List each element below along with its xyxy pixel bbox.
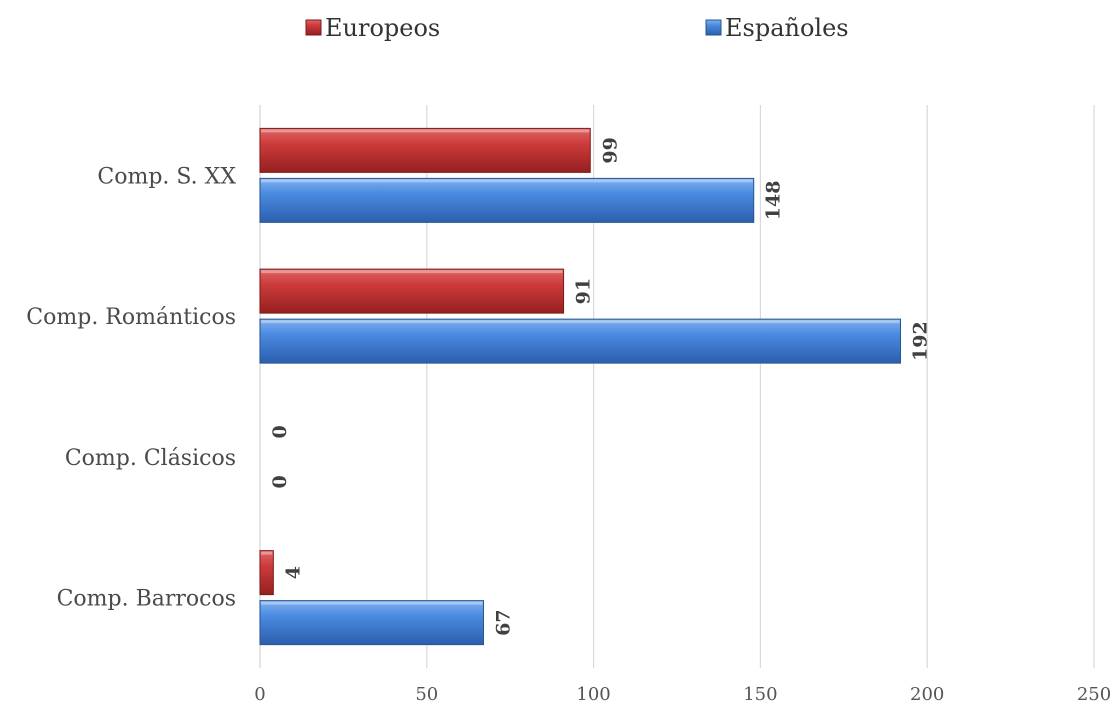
x-tick-label-250: 250: [1077, 684, 1111, 705]
data-label-europeos-comp-barrocos: 4: [282, 566, 304, 579]
x-tick-label-50: 50: [415, 684, 438, 705]
category-label-comp-s-xx: Comp. S. XX: [97, 164, 236, 189]
bar-highlight-espanoles-comp-romanticos: [261, 320, 900, 324]
x-tick-label-150: 150: [743, 684, 777, 705]
bar-highlight-europeos-comp-barrocos: [261, 551, 273, 555]
data-label-europeos-comp-romanticos: 91: [573, 278, 595, 304]
bar-highlight-espanoles-comp-barrocos: [261, 601, 483, 605]
legend-swatch-espanoles: [705, 19, 722, 36]
data-label-espanoles-comp-clasicos: 0: [269, 475, 291, 488]
bar-europeos-comp-barrocos[interactable]: [259, 550, 274, 596]
data-label-europeos-comp-s-xx: 99: [599, 137, 621, 163]
x-tick-label-0: 0: [254, 684, 265, 705]
bar-espanoles-comp-s-xx[interactable]: [259, 177, 755, 223]
bar-europeos-comp-s-xx[interactable]: [259, 127, 591, 173]
data-label-espanoles-comp-barrocos: 67: [493, 609, 515, 635]
category-label-comp-barrocos: Comp. Barrocos: [57, 587, 236, 612]
data-label-europeos-comp-clasicos: 0: [269, 425, 291, 438]
category-label-comp-clasicos: Comp. Clásicos: [65, 446, 236, 471]
bar-espanoles-comp-barrocos[interactable]: [259, 600, 485, 646]
data-label-espanoles-comp-romanticos: 192: [910, 321, 932, 361]
legend-swatch-europeos: [305, 19, 322, 36]
category-label-comp-romanticos: Comp. Románticos: [26, 305, 236, 330]
bars: [259, 127, 902, 646]
legend-label-europeos: Europeos: [325, 14, 440, 42]
x-tick-label-200: 200: [910, 684, 944, 705]
legend-label-espanoles: Españoles: [725, 14, 849, 42]
bar-espanoles-comp-romanticos[interactable]: [259, 318, 902, 364]
bar-highlight-europeos-comp-s-xx: [261, 129, 590, 133]
bar-europeos-comp-romanticos[interactable]: [259, 268, 565, 314]
bar-highlight-europeos-comp-romanticos: [261, 270, 563, 274]
labels: 0 50 100 150 200 250 Comp. Barrocos 4 67 Comp. Cl…: [26, 137, 1111, 705]
bar-highlight-espanoles-comp-s-xx: [261, 179, 753, 183]
x-tick-label-100: 100: [576, 684, 610, 705]
data-label-espanoles-comp-s-xx: 148: [763, 181, 785, 221]
legend: Europeos Españoles: [305, 14, 849, 42]
